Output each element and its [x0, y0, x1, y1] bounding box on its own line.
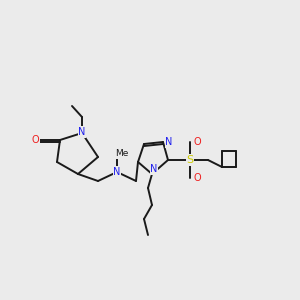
Text: N: N — [165, 137, 173, 147]
Text: N: N — [78, 127, 86, 137]
Text: Me: Me — [115, 149, 129, 158]
Text: N: N — [150, 164, 158, 174]
Text: O: O — [31, 135, 39, 145]
Text: N: N — [113, 167, 121, 177]
Text: O: O — [193, 173, 201, 183]
Text: O: O — [193, 137, 201, 147]
Text: S: S — [186, 155, 194, 165]
